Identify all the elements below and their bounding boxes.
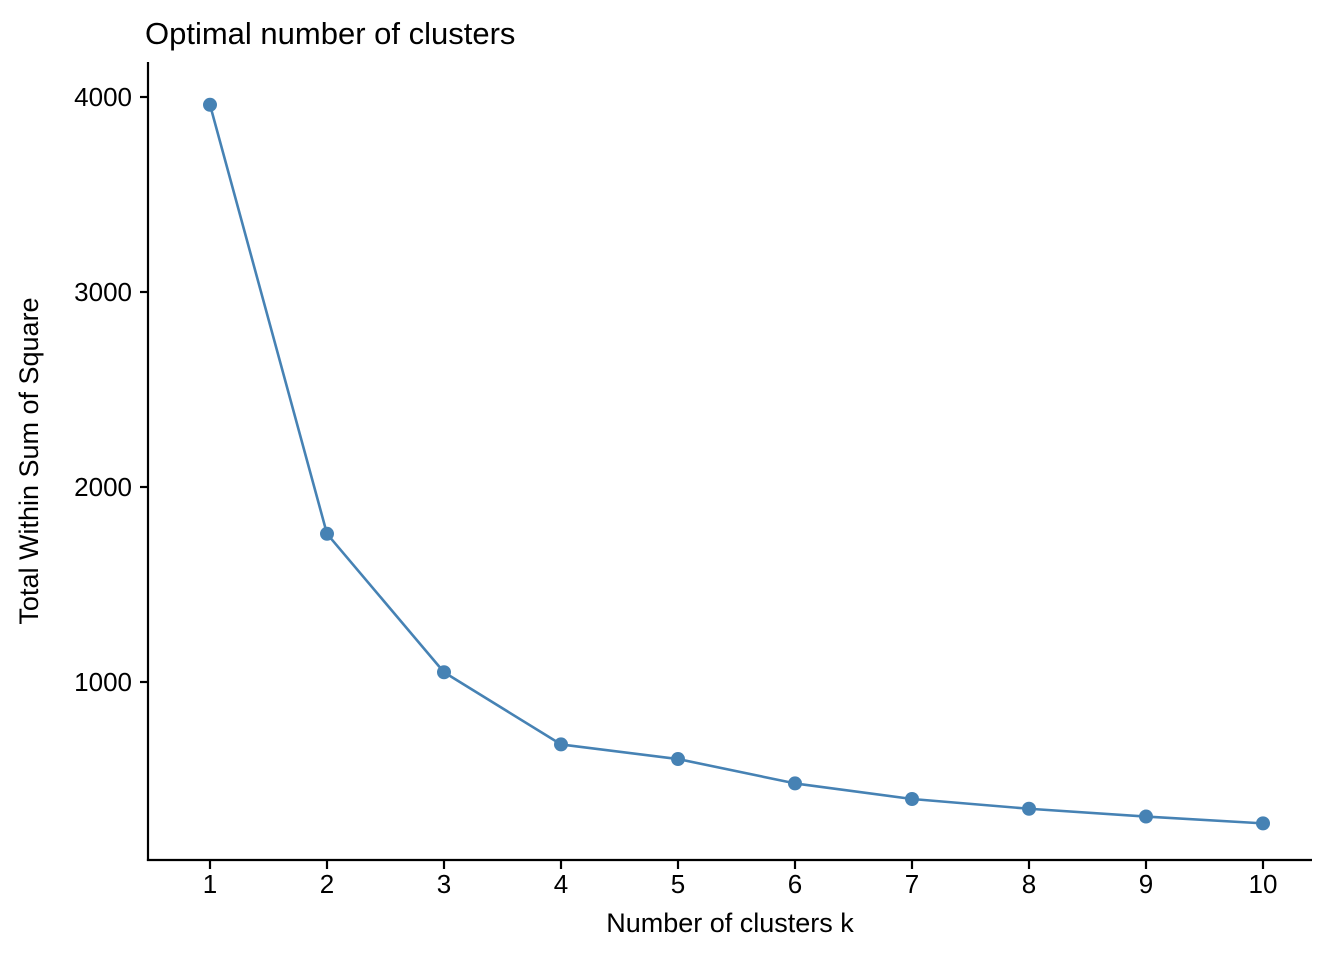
x-tick-label: 7	[905, 869, 919, 899]
y-tick-label: 4000	[74, 82, 132, 112]
data-point	[1139, 809, 1153, 824]
y-tick-label: 3000	[74, 277, 132, 307]
x-tick-label: 2	[320, 869, 334, 899]
data-point	[203, 97, 217, 112]
data-point	[437, 665, 451, 680]
x-tick-label: 4	[554, 869, 568, 899]
data-point	[788, 776, 802, 791]
x-tick-label: 1	[203, 869, 217, 899]
y-axis-ticks: 4000 3000 2000 1000	[74, 82, 148, 697]
data-point	[905, 792, 919, 806]
x-tick-label: 3	[437, 869, 451, 899]
data-point	[671, 752, 685, 767]
x-tick-label: 6	[788, 869, 802, 899]
x-axis-title: Number of clusters k	[606, 908, 854, 938]
x-tick-label: 10	[1249, 869, 1278, 899]
x-tick-label: 5	[671, 869, 685, 899]
x-axis-ticks: 1 2 3 4 5 6 7 8 9 10	[203, 860, 1278, 899]
series-line	[208, 103, 1265, 825]
chart-title: Optimal number of clusters	[145, 16, 515, 51]
data-point	[554, 737, 568, 752]
data-point	[1022, 801, 1036, 816]
x-tick-label: 9	[1139, 869, 1153, 899]
data-point	[1256, 816, 1270, 831]
y-tick-label: 1000	[74, 667, 132, 697]
data-series	[203, 97, 1270, 831]
x-tick-label: 8	[1022, 869, 1036, 899]
data-point	[320, 526, 334, 541]
y-tick-label: 2000	[74, 472, 132, 502]
y-axis-title: Total Within Sum of Square	[14, 297, 44, 624]
